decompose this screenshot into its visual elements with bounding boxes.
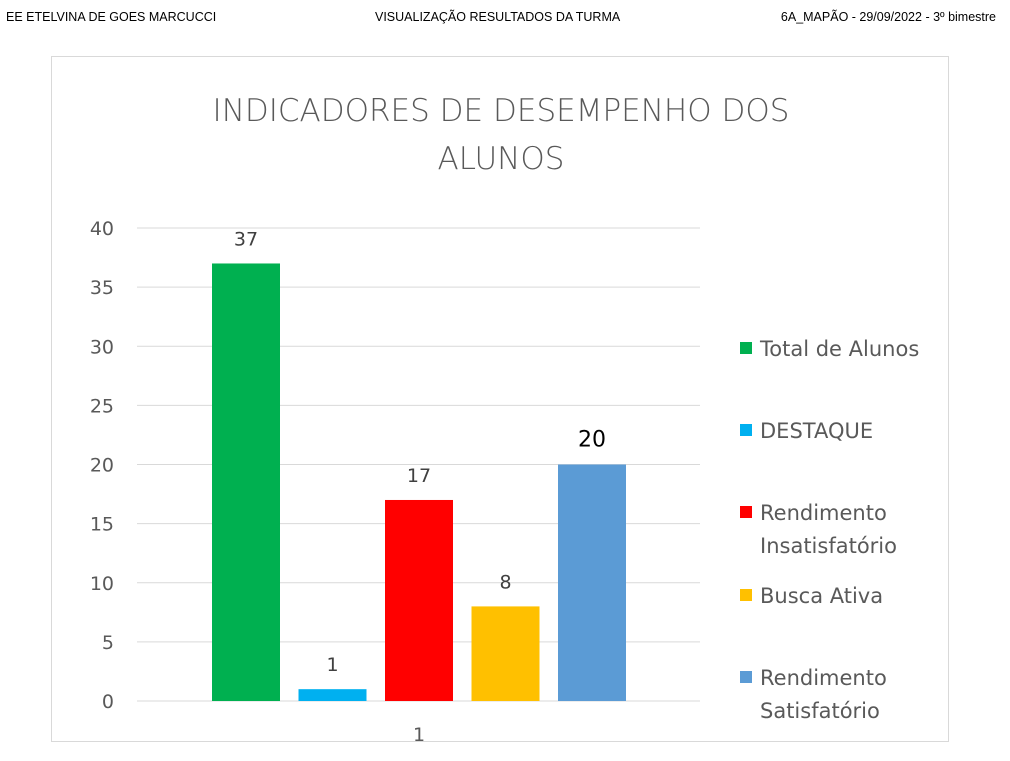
y-tick-label: 0 bbox=[102, 691, 114, 713]
y-tick-label: 30 bbox=[90, 336, 114, 358]
legend-item: Total de Alunos bbox=[740, 337, 919, 361]
bar-destaque bbox=[298, 689, 367, 701]
legend-label: Busca Ativa bbox=[760, 584, 883, 608]
legend-swatch bbox=[740, 506, 752, 518]
legend-label: Rendimento bbox=[760, 666, 887, 690]
x-tick-label: 1 bbox=[413, 724, 425, 746]
chart-title-line1: INDICADORES DE DESEMPENHO DOS bbox=[212, 93, 790, 129]
data-label: 8 bbox=[499, 571, 511, 593]
data-label: 17 bbox=[407, 465, 431, 487]
data-label: 20 bbox=[578, 428, 606, 453]
chart-title-line2: ALUNOS bbox=[437, 141, 565, 177]
y-tick-label: 15 bbox=[90, 514, 114, 536]
data-label: 1 bbox=[326, 654, 338, 676]
y-tick-label: 40 bbox=[90, 218, 114, 240]
y-tick-label: 20 bbox=[90, 455, 114, 477]
legend-swatch bbox=[740, 589, 752, 601]
legend-label: DESTAQUE bbox=[760, 419, 873, 443]
legend-label: Total de Alunos bbox=[759, 337, 919, 361]
bar-rendimento-satisfat-rio bbox=[558, 464, 626, 701]
legend-swatch bbox=[740, 342, 752, 354]
legend-swatch bbox=[740, 424, 752, 436]
y-tick-label: 25 bbox=[90, 395, 114, 417]
bar-total-de-alunos bbox=[212, 263, 280, 701]
data-label: 37 bbox=[234, 228, 258, 250]
legend-item: Busca Ativa bbox=[740, 584, 883, 608]
legend-item: Rendimento Satisfatório bbox=[740, 666, 887, 723]
legend-label: Satisfatório bbox=[760, 699, 880, 723]
legend-item: DESTAQUE bbox=[740, 419, 873, 443]
y-tick-label: 10 bbox=[90, 573, 114, 595]
legend-label: Insatisfatório bbox=[760, 534, 897, 558]
data-labels: 37 1 17 8 20 bbox=[234, 228, 606, 676]
bar-rendimento-insatisfat-rio bbox=[385, 499, 453, 701]
legend-swatch bbox=[740, 671, 752, 683]
header-school-name: EE ETELVINA DE GOES MARCUCCI bbox=[6, 10, 217, 24]
legend-label: Rendimento bbox=[760, 501, 887, 525]
header-class-date: 6A_MAPÃO - 29/09/2022 - 3º bimestre bbox=[780, 10, 996, 24]
legend: Total de Alunos DESTAQUE Rendimento Insatis… bbox=[740, 337, 919, 723]
y-tick-label: 5 bbox=[102, 632, 114, 654]
bars bbox=[212, 263, 626, 701]
x-axis-ticks: 1 bbox=[413, 724, 425, 746]
bar-busca-ativa bbox=[471, 606, 540, 701]
header-report-title: VISUALIZAÇÃO RESULTADOS DA TURMA bbox=[375, 10, 621, 24]
legend-item: Rendimento Insatisfatório bbox=[740, 501, 897, 558]
y-axis-ticks: 0 5 10 15 20 25 30 35 40 bbox=[90, 218, 114, 713]
chart-title: INDICADORES DE DESEMPENHO DOS ALUNOS bbox=[52, 87, 950, 183]
y-tick-label: 35 bbox=[90, 277, 114, 299]
